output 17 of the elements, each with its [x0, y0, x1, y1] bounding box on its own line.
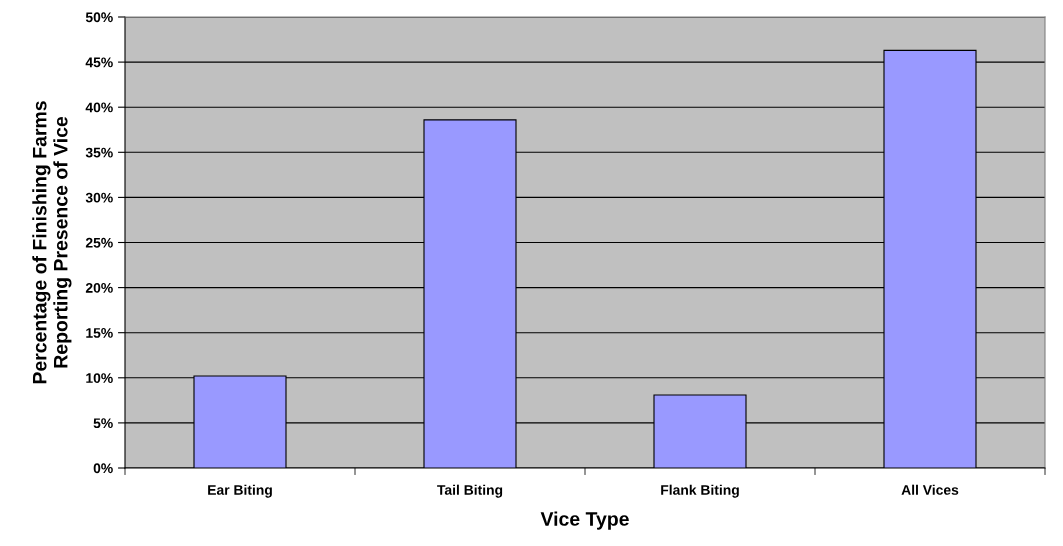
- x-tick-label: All Vices: [901, 484, 959, 495]
- x-axis-title: Vice Type: [540, 511, 629, 530]
- x-tick-label: Tail Biting: [437, 484, 503, 498]
- y-tick-label: 0%: [93, 463, 113, 474]
- y-axis-title: Percentage of Finishing Farms Reporting Presence of Vice: [32, 101, 72, 384]
- y-tick-label: 35%: [85, 147, 113, 158]
- y-tick-label: 40%: [85, 102, 113, 113]
- y-tick-label: 45%: [85, 57, 113, 68]
- y-tick-label: 50%: [85, 12, 113, 23]
- x-tick-label: Ear Biting: [208, 484, 272, 498]
- y-tick-label: 15%: [86, 328, 113, 338]
- y-tick-label: 5%: [93, 418, 113, 429]
- y-tick-label: 20%: [85, 282, 113, 293]
- y-tick-label: 30%: [85, 192, 113, 203]
- x-tick-label: Flank Biting: [661, 484, 739, 498]
- y-tick-label: 10%: [86, 373, 113, 383]
- y-tick-label: 25%: [85, 237, 113, 248]
